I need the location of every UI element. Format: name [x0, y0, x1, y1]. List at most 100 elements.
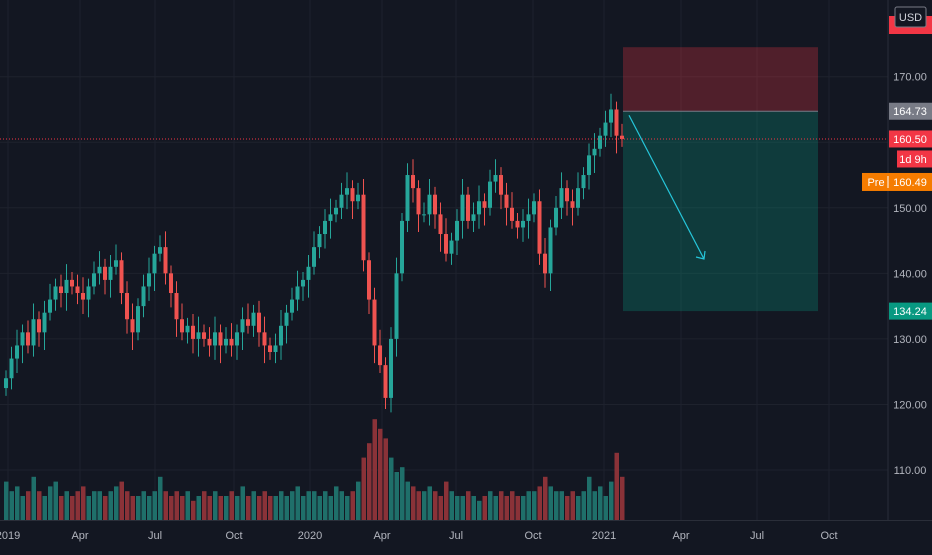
candle-body [224, 338, 228, 346]
volume-bar [284, 496, 289, 520]
volume-bar [59, 496, 64, 520]
x-tick-label: Apr [71, 530, 88, 542]
candle-body [279, 325, 283, 346]
candle-body [510, 207, 514, 221]
volume-bar [576, 496, 581, 520]
candle-body [587, 155, 591, 176]
volume-bar [504, 496, 509, 520]
grid [0, 0, 888, 520]
volume-bar [136, 496, 141, 520]
volume-bar [367, 443, 372, 520]
candle-body [339, 194, 344, 208]
volume-bar [460, 496, 465, 520]
candle-body [147, 273, 151, 287]
premarket-value: 160.49 [893, 177, 927, 189]
countdown-label: 1d 9h [899, 154, 927, 166]
x-tick-label: 2019 [0, 530, 20, 542]
candle-body [246, 319, 250, 326]
position-tool[interactable] [623, 47, 818, 312]
target-price-label: 134.24 [893, 306, 927, 318]
price-scale[interactable]: 110.00120.00130.00140.00150.00160.00170.… [862, 0, 932, 550]
stop-zone[interactable] [623, 47, 818, 112]
candle-body [290, 299, 294, 313]
target-zone[interactable] [623, 111, 818, 312]
volume-bar [301, 496, 306, 520]
forecast-arrow[interactable] [628, 114, 706, 260]
candle-body [152, 253, 157, 274]
volume-bar [345, 496, 350, 520]
time-scale[interactable]: 2019 Apr Jul Oct 2020 Apr Jul Oct 2021 Apr Jul Oct [0, 520, 932, 551]
premarket-tag: Pre [867, 177, 884, 189]
candle-body [26, 332, 30, 346]
volume-bar [20, 496, 25, 520]
volume-bar [15, 486, 20, 520]
x-tick-label: Apr [373, 530, 390, 542]
candle-body [180, 319, 184, 333]
volume-bar [75, 491, 80, 520]
candle-body [59, 286, 63, 294]
volume-bar [218, 496, 223, 520]
volume-bar [400, 467, 405, 520]
volume-bar [499, 491, 504, 520]
candle-body [526, 214, 531, 221]
candle-body [75, 286, 80, 294]
candle-body [466, 194, 470, 221]
candle-body [295, 286, 300, 300]
volume-bar [273, 496, 278, 520]
candle-body [422, 214, 426, 216]
volume-bar [587, 476, 592, 520]
candle-body [48, 299, 52, 313]
volume-bar [620, 476, 625, 520]
volume-bar [48, 486, 53, 520]
volume-bar [405, 481, 410, 520]
volume-bar [521, 496, 526, 520]
candle-body [81, 293, 85, 300]
candle-body [444, 234, 448, 254]
x-tick-label: Oct [820, 530, 837, 542]
candle-body [240, 319, 245, 333]
candle-body [504, 194, 509, 208]
volume-bar [202, 491, 207, 520]
volume-bar [268, 496, 273, 520]
candle-body [620, 135, 624, 139]
candle-body [202, 332, 206, 339]
candle-body [565, 188, 569, 202]
candle-body [235, 332, 239, 346]
x-tick-label: 2021 [592, 530, 616, 542]
candle-body [92, 273, 96, 287]
candle-body [15, 345, 19, 359]
currency-label[interactable]: USD [899, 12, 922, 24]
volume-bar [603, 496, 608, 520]
volume-bar [163, 491, 168, 520]
x-tick-label: Apr [672, 530, 689, 542]
volume-bar [312, 491, 317, 520]
volume-bar [394, 472, 399, 520]
x-tick-label: Oct [225, 530, 242, 542]
candle-body [488, 181, 492, 208]
candle-body [306, 266, 311, 280]
candle-body [378, 345, 382, 366]
volume-bar [526, 491, 531, 520]
volume-bar [598, 486, 603, 520]
volume-bar [31, 476, 36, 520]
candle-body [416, 188, 421, 215]
candle-body [350, 188, 355, 202]
volume-bar [246, 496, 251, 520]
last-price-label: 160.50 [893, 134, 927, 146]
volume-bar [147, 496, 152, 520]
candle-body [119, 260, 124, 294]
volume-bar [411, 486, 416, 520]
volume-bar [339, 491, 344, 520]
currency-button[interactable] [894, 6, 927, 28]
x-tick-label: Jul [750, 530, 764, 542]
candle-body [185, 325, 190, 333]
candle-body [262, 332, 267, 346]
candle-body [438, 214, 443, 235]
volume-bar [37, 491, 42, 520]
volume-bar [295, 486, 300, 520]
candle-body [268, 345, 272, 353]
volume-bar [240, 486, 245, 520]
candle-body [31, 319, 36, 346]
volume-bar [224, 496, 229, 520]
